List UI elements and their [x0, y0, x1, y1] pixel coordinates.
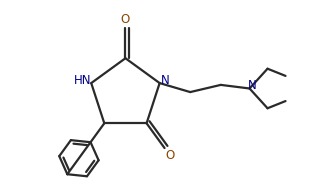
- Text: N: N: [248, 79, 257, 92]
- Text: O: O: [121, 13, 130, 26]
- Text: O: O: [165, 149, 175, 162]
- Text: N: N: [161, 74, 169, 87]
- Text: HN: HN: [74, 74, 91, 87]
